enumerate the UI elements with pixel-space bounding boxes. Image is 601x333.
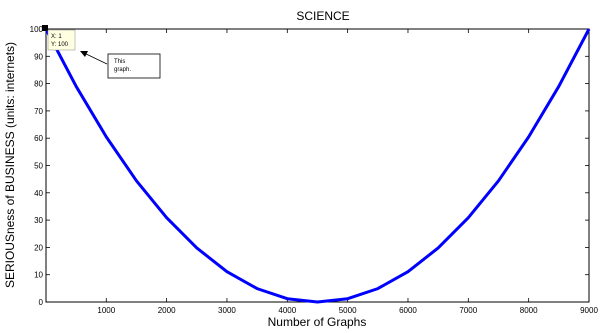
annotation: This graph. [80,51,161,79]
y-tick-label: 0 [39,298,44,307]
y-tick-label: 70 [34,107,43,116]
x-tick-label: 8000 [520,306,538,315]
series-line [44,28,591,304]
x-tick-label: 3000 [218,306,236,315]
datatip-marker[interactable] [42,25,48,31]
datatip: X: 1 Y: 100 [47,29,76,51]
y-tick-label: 90 [34,52,43,61]
y-tick-label: 60 [34,134,43,143]
x-tick-label: 7000 [459,306,477,315]
y-tick-label: 20 [34,243,43,252]
annotation-text-line2: graph. [114,67,131,73]
y-tick-label: 100 [30,25,44,34]
y-axis-ticks: 0 10 20 30 40 50 60 70 80 90 100 [30,25,589,307]
datatip-x: X: 1 [51,34,62,40]
x-tick-label: 9000 [580,306,598,315]
x-tick-label: 5000 [339,306,357,315]
y-tick-label: 10 [34,271,43,280]
annotation-text-line1: This [114,59,125,65]
x-tick-label: 4000 [278,306,296,315]
y-tick-label: 50 [34,162,43,171]
y-tick-label: 80 [34,80,43,89]
x-axis-label: Number of Graphs [268,315,367,329]
y-axis-label: SERIOUSness of BUSINESS (units: internet… [3,42,17,288]
x-axis-ticks: 1000 2000 3000 4000 5000 6000 7000 8000 9000 [97,29,598,315]
x-tick-label: 1000 [97,306,115,315]
chart-title: SCIENCE [296,9,349,23]
x-tick-label: 2000 [158,306,176,315]
datatip-y: Y: 100 [51,42,69,48]
y-tick-label: 40 [34,189,43,198]
y-tick-label: 30 [34,216,43,225]
x-tick-label: 6000 [399,306,417,315]
